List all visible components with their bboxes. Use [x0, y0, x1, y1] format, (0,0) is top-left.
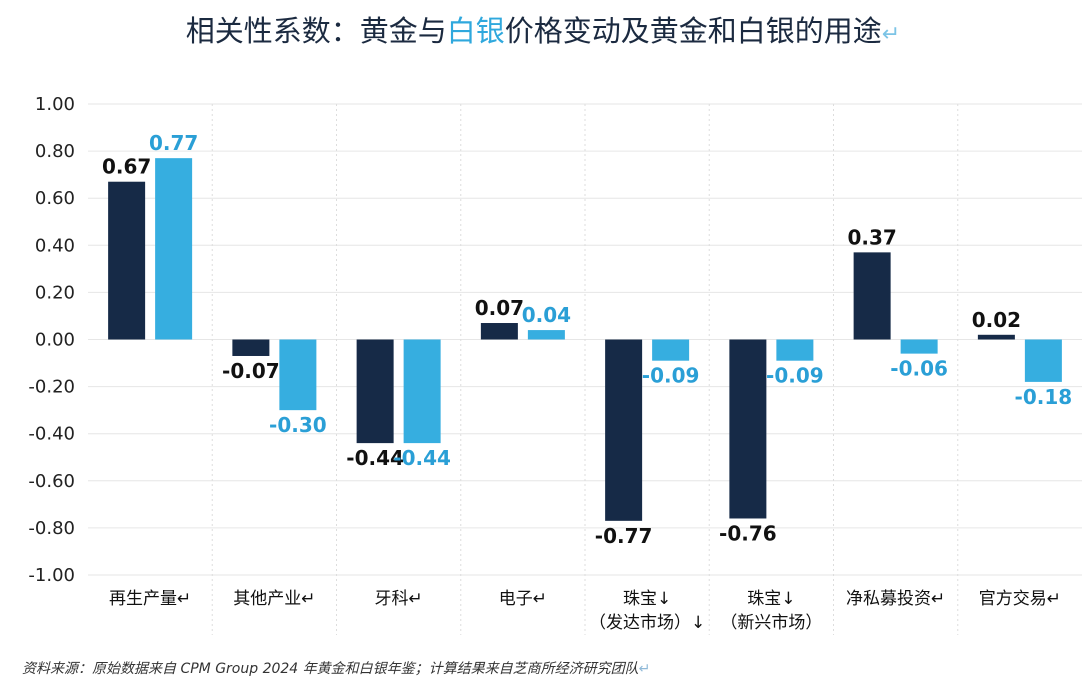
- bar-series-2: [403, 339, 441, 444]
- bar-series-2: [652, 339, 690, 361]
- source-note: 资料来源：原始数据来自 CPM Group 2024 年黄金和白银年鉴；计算结果…: [22, 658, 650, 678]
- x-category-label: 其他产业↵: [233, 589, 315, 609]
- data-label-series-2: -0.44: [393, 446, 451, 470]
- x-category-label: 官方交易↵: [979, 589, 1061, 609]
- bar-series-1: [108, 181, 146, 340]
- bar-chart: 1.00 0.80 0.60 0.40 0.20 0.00 -0.20 -0.40 -0.60 -…: [28, 94, 1082, 635]
- return-mark-icon: ↵: [881, 22, 901, 47]
- data-label-series-2: -0.30: [269, 413, 327, 437]
- bar-series-1: [853, 252, 891, 340]
- y-tick-label: -0.80: [28, 518, 75, 539]
- bar-series-2: [155, 158, 193, 340]
- data-label-series-2: -0.09: [642, 364, 700, 388]
- y-tick-label: -0.60: [28, 471, 75, 492]
- x-category-label: 牙科↵: [375, 589, 423, 609]
- bar-series-2: [900, 339, 938, 354]
- x-category-label: （新兴市场）: [720, 613, 822, 633]
- x-category-label: （发达市场）↓: [589, 613, 705, 633]
- title-text: 相关性系数：黄金与: [185, 14, 447, 48]
- data-label-series-2: 0.04: [522, 303, 571, 327]
- y-tick-label: 0.60: [35, 188, 75, 209]
- bar-series-2: [527, 330, 565, 340]
- y-tick-label: -0.20: [28, 377, 75, 398]
- data-label-series-1: -0.77: [595, 524, 653, 548]
- data-label-series-2: -0.06: [890, 357, 948, 381]
- x-category-label: 再生产量↵: [109, 589, 191, 609]
- x-category-label: 净私募投资↵: [846, 589, 945, 609]
- data-label-series-1: -0.07: [222, 359, 280, 383]
- bar-series-2: [776, 339, 814, 361]
- x-category-label: 珠宝↓: [747, 589, 795, 609]
- bar-series-1: [232, 339, 270, 356]
- y-tick-label: 0.00: [35, 330, 75, 351]
- data-label-series-1: -0.76: [719, 521, 777, 545]
- x-category-label: 珠宝↓: [623, 589, 671, 609]
- bar-series-1: [480, 323, 518, 340]
- source-text: 资料来源：原始数据来自 CPM Group 2024 年黄金和白银年鉴；计算结果…: [22, 661, 639, 677]
- data-label-series-1: 0.37: [847, 225, 896, 249]
- y-tick-label: -1.00: [28, 565, 75, 586]
- data-label-series-2: -0.09: [766, 364, 824, 388]
- y-tick-label: 0.40: [35, 235, 75, 256]
- data-label-series-1: 0.02: [972, 308, 1021, 332]
- bar-series-1: [605, 339, 643, 521]
- bar-series-2: [279, 339, 317, 411]
- title-text-end: 价格变动及黄金和白银的用途: [504, 14, 882, 48]
- data-label-series-1: -0.44: [346, 446, 404, 470]
- y-tick-label: 0.20: [35, 282, 75, 303]
- bar-series-1: [729, 339, 767, 519]
- chart-title: 相关性系数：黄金与白银价格变动及黄金和白银的用途↵: [0, 8, 1086, 50]
- data-label-series-2: -0.18: [1015, 385, 1073, 409]
- x-category-label: 电子↵: [499, 589, 547, 609]
- bar-series-1: [977, 334, 1015, 340]
- title-highlight: 白银: [446, 14, 505, 48]
- y-tick-label: 0.80: [35, 141, 75, 162]
- y-tick-label: 1.00: [35, 94, 75, 115]
- data-label-series-2: 0.77: [149, 131, 198, 155]
- data-label-series-1: 0.67: [102, 155, 151, 179]
- source-return-mark-icon: ↵: [638, 661, 651, 677]
- bar-series-2: [1024, 339, 1062, 382]
- data-label-series-1: 0.07: [475, 296, 524, 320]
- y-tick-label: -0.40: [28, 424, 75, 445]
- bar-series-1: [356, 339, 394, 444]
